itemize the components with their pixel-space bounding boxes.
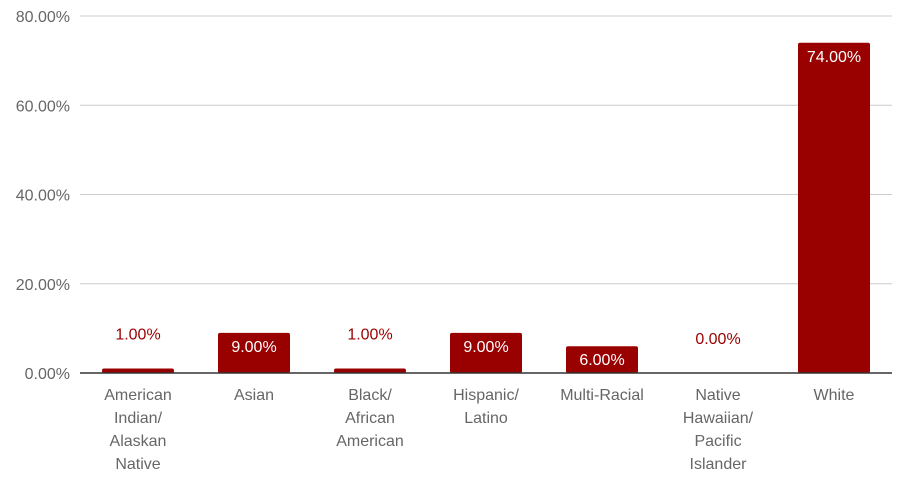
category-label: White [814,387,855,404]
category-label-line: Hawaiian/ [683,410,754,427]
category-label-line: Asian [234,387,274,404]
gridlines [80,15,892,285]
data-label: 0.00% [695,331,740,348]
category-label-line: Native [695,387,740,404]
data-label: 1.00% [347,327,392,344]
bar [334,368,406,373]
y-tick-label: 0.00% [25,366,70,383]
category-label-line: Native [115,456,160,473]
category-label-line: Latino [464,410,508,427]
bar [450,332,522,373]
data-label: 74.00% [807,49,861,66]
data-label: 9.00% [463,339,508,356]
y-tick-label: 40.00% [16,188,70,205]
y-tick-label: 60.00% [16,98,70,115]
category-label-line: Islander [690,456,748,473]
bar [566,346,638,373]
category-label-line: Black/ [348,387,392,404]
category-labels: American Indian/Alaskan Native Asian Black/A… [104,387,854,473]
category-label-line: American [336,433,404,450]
y-tick-label: 80.00% [16,9,70,26]
data-labels: 1.00% 9.00% 1.00% 9.00% 6.00% 0.00% 74.00% [115,49,861,369]
category-label-line: White [814,387,855,404]
data-label: 6.00% [579,352,624,369]
bar [218,332,290,373]
category-label: Multi-Racial [560,387,644,404]
category-label-line: African [345,410,395,427]
data-label: 1.00% [115,327,160,344]
category-label-line: Hispanic/ [453,387,519,404]
category-label-line: Indian/ [114,410,163,427]
category-label: Asian [234,387,274,404]
bar [798,42,870,374]
category-label: Native Hawaiian/Pacific Islander [683,387,754,473]
y-axis-tick-labels: 0.00% 20.00% 40.00% 60.00% 80.00% [16,9,70,383]
category-label-line: Alaskan [110,433,167,450]
category-label: Hispanic/Latino [453,387,519,427]
category-label: Black/African American [336,387,404,450]
bar [102,368,174,373]
category-label-line: Multi-Racial [560,387,644,404]
data-label: 9.00% [231,339,276,356]
category-label-line: American [104,387,172,404]
category-label: American Indian/Alaskan Native [104,387,172,473]
y-tick-label: 20.00% [16,277,70,294]
bars [102,42,870,374]
category-label-line: Pacific [694,433,741,450]
